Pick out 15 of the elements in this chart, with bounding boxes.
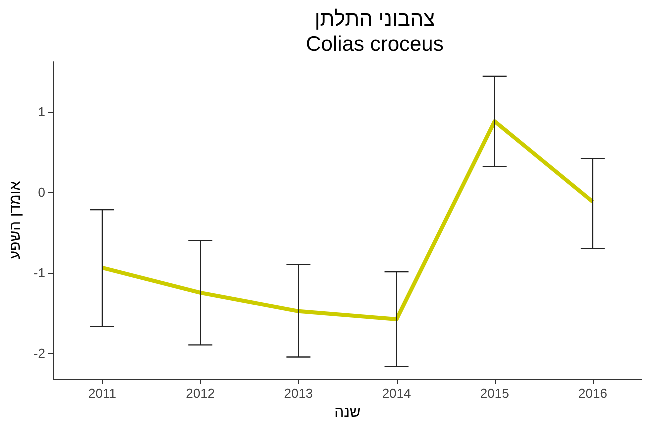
line-series [100, 120, 595, 322]
x-axis-title: שנה [334, 404, 361, 421]
chart-subtitle: Colias croceus [306, 33, 444, 56]
x-tick-label: 2012 [186, 386, 216, 401]
x-tick-label: 2016 [578, 386, 608, 401]
x-tick-label: 2014 [382, 386, 412, 401]
y-axis-title: אומדן השפע [7, 180, 24, 260]
y-tick-label: -2 [34, 346, 46, 361]
y-tick-label: 0 [38, 184, 46, 200]
x-tick-label: 2011 [88, 386, 116, 401]
x-tick-label: 2013 [284, 386, 314, 401]
x-tick-label: 2015 [480, 386, 510, 401]
chart-title: צהבוני התלתן [314, 8, 436, 31]
y-tick-label: 1 [38, 104, 46, 120]
y-tick-label: -1 [34, 265, 46, 280]
